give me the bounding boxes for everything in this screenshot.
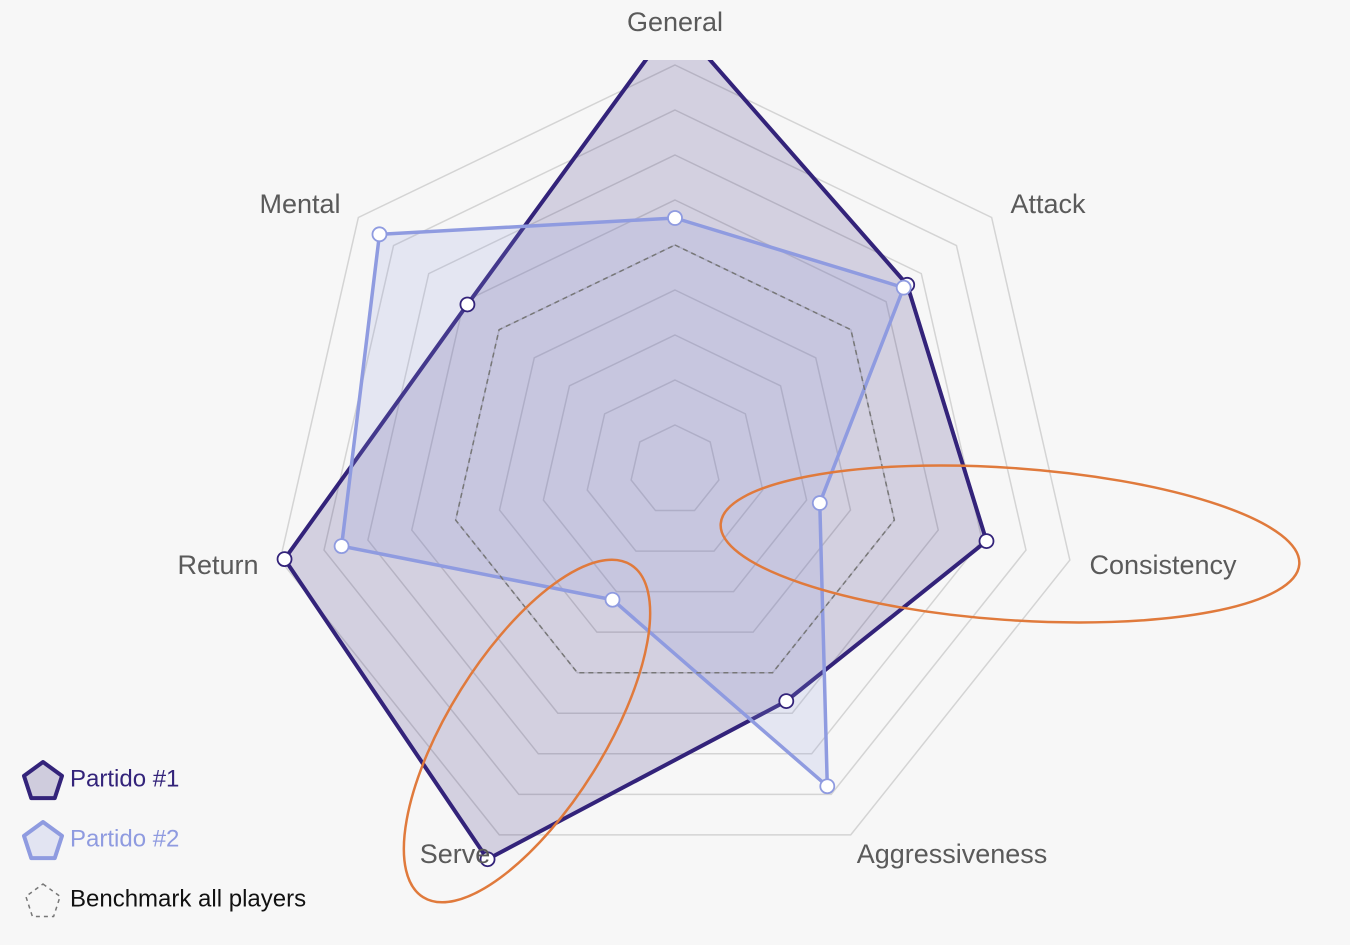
legend-label: Partido #2	[70, 825, 179, 852]
legend-swatch	[21, 820, 65, 861]
data-point	[895, 279, 912, 296]
axis-label: Serve	[420, 839, 491, 869]
grid-ring	[323, 109, 1027, 796]
axis-label: Attack	[1010, 189, 1086, 219]
legend-swatch	[24, 883, 62, 918]
axis-label: Consistency	[1089, 550, 1237, 580]
data-point	[667, 210, 683, 226]
grid-ring	[367, 154, 983, 755]
axis-label: Return	[177, 550, 258, 580]
axis-label: Mental	[259, 189, 340, 219]
grid-ring	[498, 289, 852, 633]
data-point	[978, 533, 995, 549]
highlight-ellipse	[719, 464, 1301, 624]
data-point	[276, 551, 293, 568]
grid-ring	[279, 64, 1071, 836]
series-area	[339, 216, 906, 788]
data-point	[371, 226, 388, 243]
grid-ring	[410, 199, 940, 715]
series-layer	[276, 60, 995, 868]
series-area	[454, 244, 896, 674]
grid-ring	[630, 424, 720, 512]
annotations	[402, 464, 1301, 904]
data-point	[811, 495, 828, 511]
axis-labels: General Attack Consistency Aggressiveness Se…	[177, 7, 1237, 869]
data-point	[479, 851, 496, 868]
data-point	[778, 693, 795, 709]
legend-swatch	[21, 760, 65, 801]
data-point	[459, 296, 476, 313]
grid-ring	[542, 334, 808, 593]
legend: Partido #1 Partido #2 Benchmark all player…	[21, 760, 306, 918]
axis-label: Aggressiveness	[857, 839, 1048, 869]
data-point	[819, 778, 836, 795]
data-point	[604, 591, 621, 608]
data-point	[333, 538, 350, 555]
legend-label: Partido #1	[70, 765, 179, 792]
legend-label: Benchmark all players	[70, 885, 306, 912]
highlight-ellipse	[402, 558, 652, 904]
grid-ring	[586, 379, 764, 552]
axis-label: General	[627, 7, 723, 37]
